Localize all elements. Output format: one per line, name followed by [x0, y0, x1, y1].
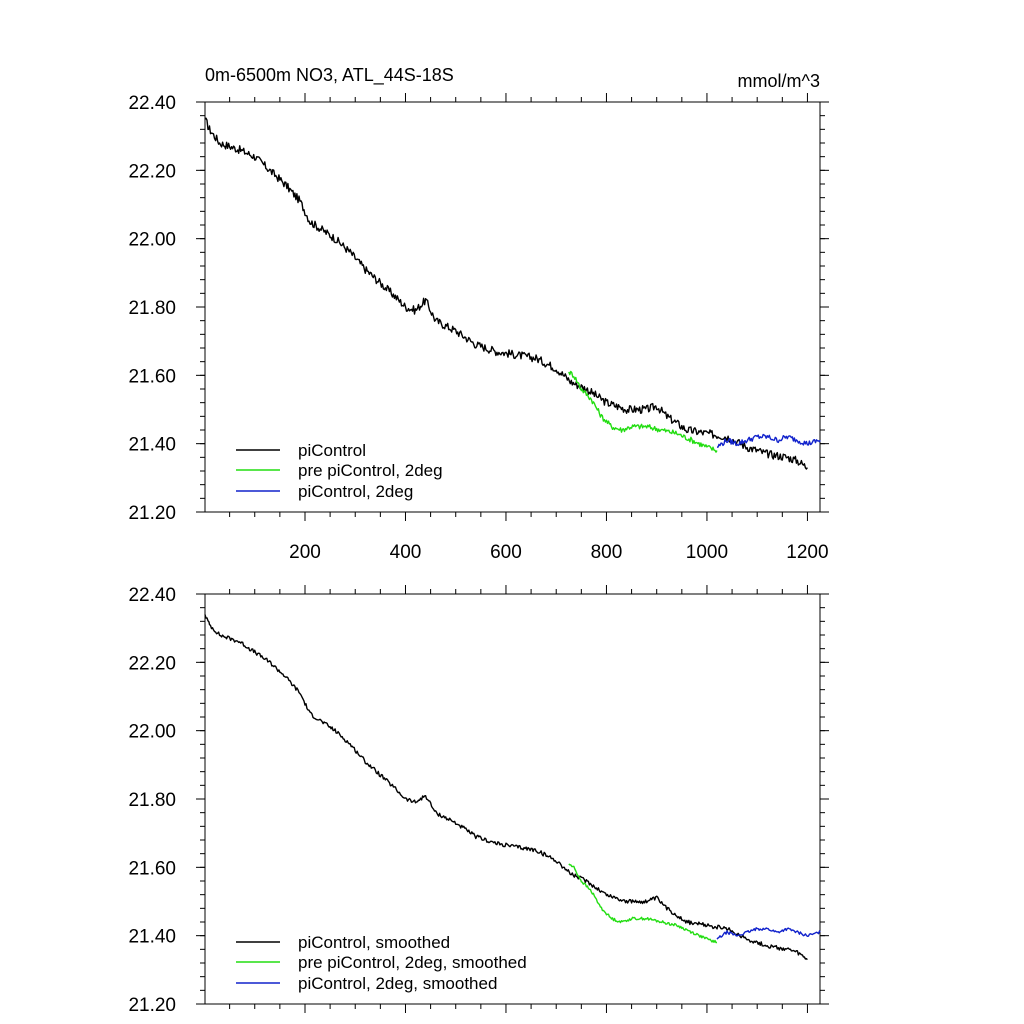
- top-line-picontrol: [204, 117, 808, 470]
- top-y-tick-label: 22.20: [128, 161, 176, 182]
- top-y-tick-label: 21.20: [128, 503, 176, 524]
- top-legend: piControl pre piControl, 2deg piControl,…: [236, 441, 443, 501]
- legend-label-picontrol: piControl: [298, 441, 366, 460]
- bottom-axes: 21.20 21.40 21.60 21.80 22.00 22.20 22.40: [128, 585, 829, 1016]
- bottom-series: [204, 614, 821, 961]
- bottom-legend: piControl, smoothed pre piControl, 2deg,…: [236, 933, 527, 993]
- legend-label-pre-picontrol-2deg: pre piControl, 2deg: [298, 461, 443, 480]
- top-y-tick-label: 21.80: [128, 298, 176, 319]
- bottom-y-tick-label: 22.40: [128, 585, 176, 606]
- top-plot-frame: [204, 101, 821, 513]
- bottom-line-picontrol-2deg-smoothed: [716, 927, 821, 940]
- units-label: mmol/m^3: [738, 71, 820, 91]
- bottom-y-tick-label: 21.40: [128, 927, 176, 948]
- legend-label-pre-picontrol-2deg-smoothed: pre piControl, 2deg, smoothed: [298, 953, 527, 972]
- legend-label-picontrol-2deg-smoothed: piControl, 2deg, smoothed: [298, 974, 497, 993]
- top-line-picontrol-2deg: [716, 433, 821, 448]
- top-y-tick-label: 22.00: [128, 230, 176, 251]
- bottom-y-tick-label: 22.00: [128, 722, 176, 743]
- bottom-line-pre-picontrol-2deg-smoothed: [568, 863, 718, 944]
- legend-label-picontrol-2deg: piControl, 2deg: [298, 482, 413, 501]
- top-panel: 0m-6500m NO3, ATL_44S-18S mmol/m^3 21.20…: [128, 65, 829, 563]
- bottom-y-tick-label: 21.60: [128, 858, 176, 879]
- chart-title: 0m-6500m NO3, ATL_44S-18S: [205, 65, 454, 86]
- top-x-tick-label: 200: [289, 542, 321, 563]
- top-y-tick-label: 21.60: [128, 366, 176, 387]
- bottom-y-tick-label: 21.80: [128, 790, 176, 811]
- top-x-tick-label: 800: [591, 542, 623, 563]
- top-x-tick-label: 400: [390, 542, 422, 563]
- legend-label-picontrol-smoothed: piControl, smoothed: [298, 933, 450, 952]
- top-y-tick-label: 21.40: [128, 435, 176, 456]
- top-line-pre-picontrol-2deg: [568, 370, 718, 453]
- top-x-tick-label: 1200: [786, 542, 828, 563]
- top-axes: 21.20 21.40 21.60 21.80 22.00 22.20 22.40 200 40…: [128, 93, 829, 563]
- bottom-y-tick-label: 22.20: [128, 653, 176, 674]
- top-x-tick-label: 600: [490, 542, 522, 563]
- bottom-plot-frame: [204, 593, 821, 1005]
- top-series: [204, 117, 821, 470]
- top-y-tick-label: 22.40: [128, 93, 176, 114]
- bottom-line-picontrol-smoothed: [204, 614, 808, 961]
- bottom-y-tick-label: 21.20: [128, 995, 176, 1016]
- top-x-tick-label: 1000: [686, 542, 728, 563]
- bottom-panel: 21.20 21.40 21.60 21.80 22.00 22.20 22.40 piCo…: [128, 585, 829, 1016]
